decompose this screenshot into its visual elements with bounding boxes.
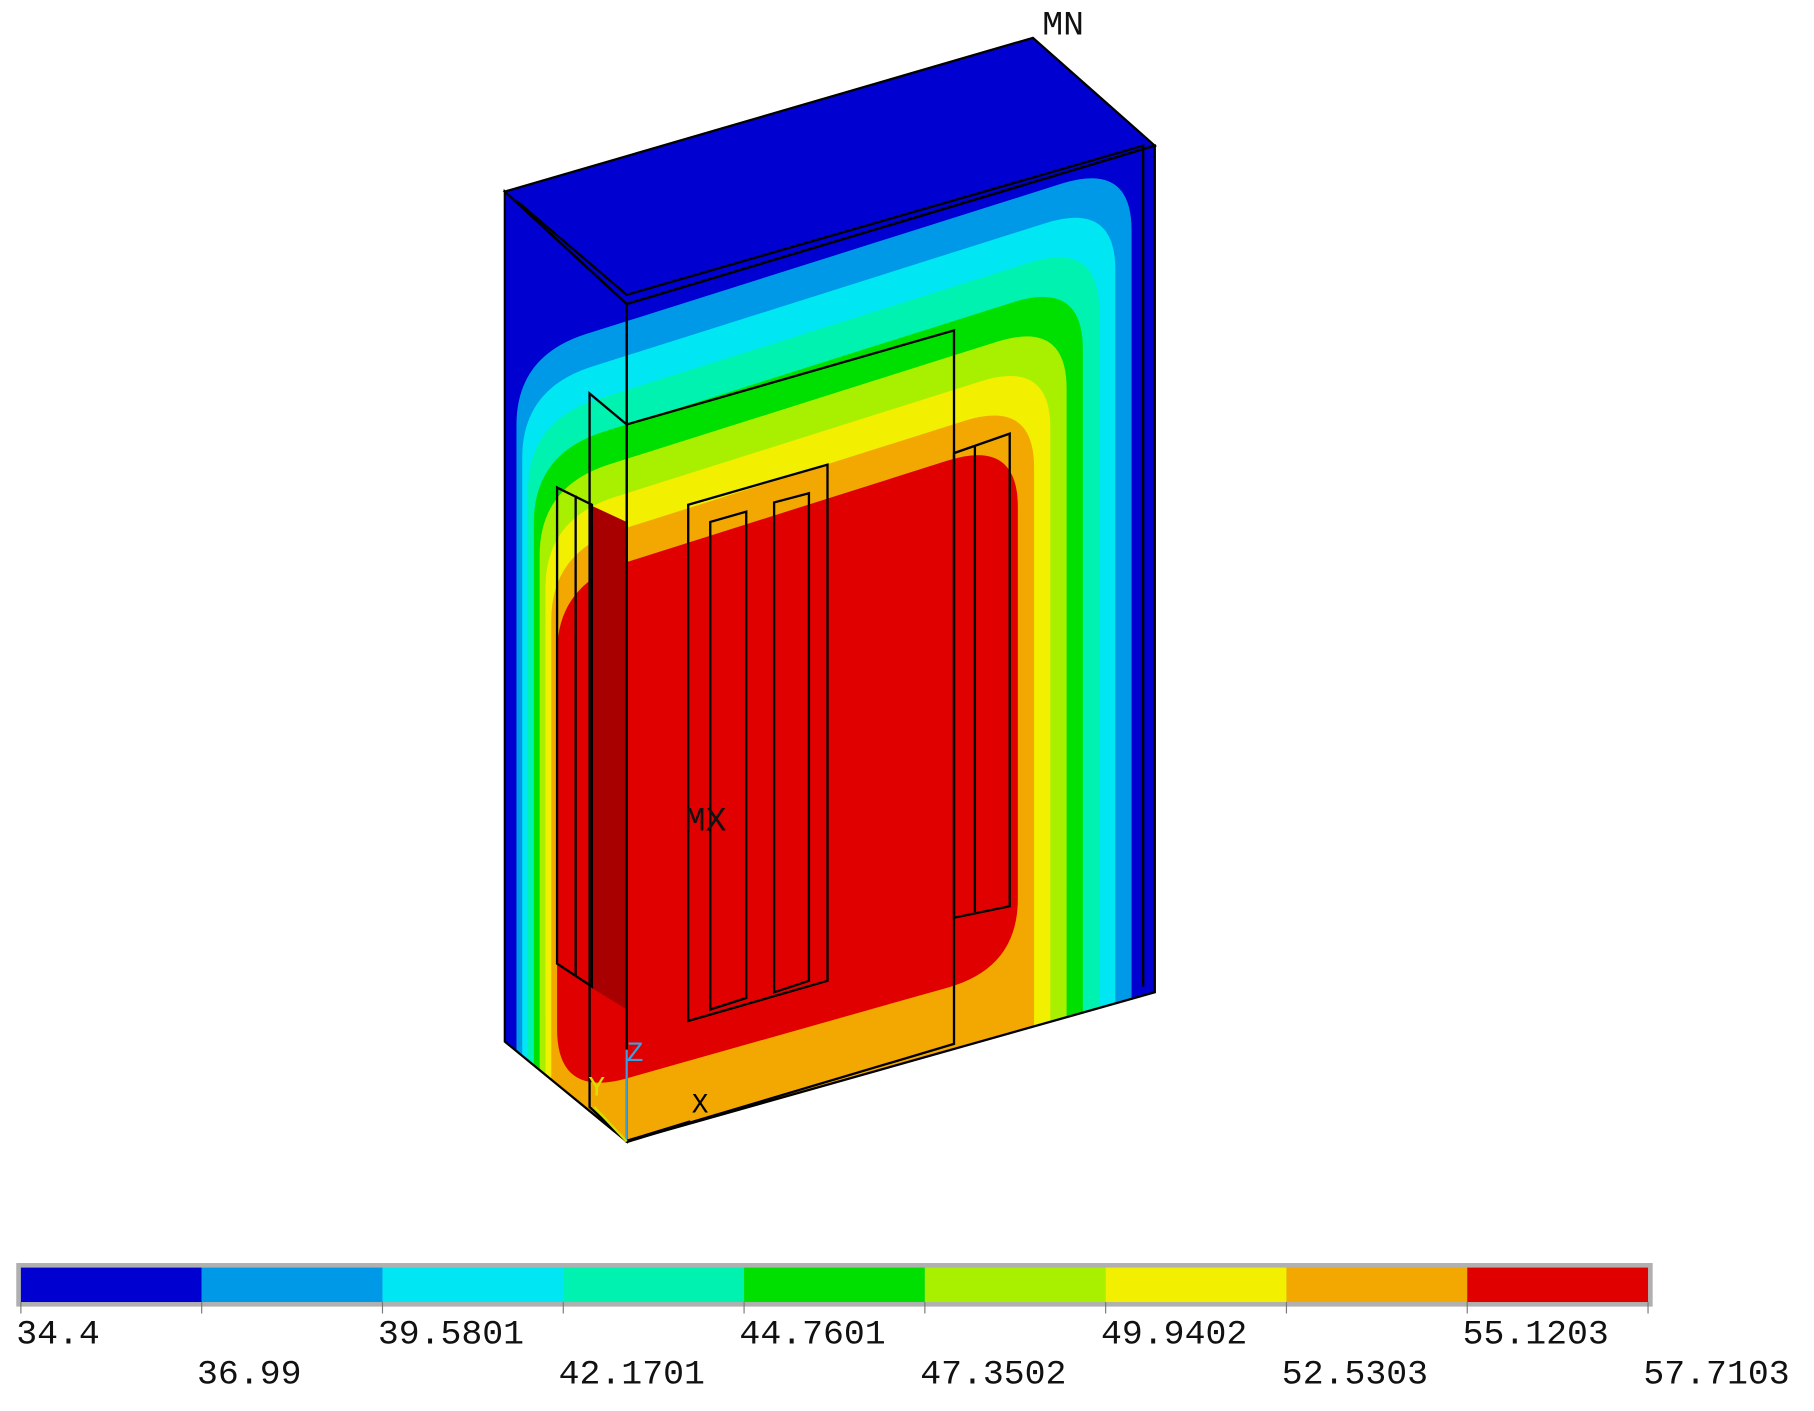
z-axis-label: Z: [627, 1039, 644, 1070]
legend-label: 34.4: [16, 1315, 100, 1354]
geometry-edges: [502, 36, 1158, 1144]
x-axis-label: X: [692, 1091, 709, 1122]
legend-swatch: [1105, 1267, 1287, 1303]
axis-triad: Z X Y: [588, 1039, 709, 1144]
legend-swatch: [744, 1267, 925, 1303]
legend: 34.4 36.99 39.5801 42.1701 44.7601 47.3502 49.…: [16, 1267, 1790, 1395]
legend-label: 57.7103: [1643, 1356, 1789, 1395]
legend-swatch: [20, 1267, 202, 1303]
legend-swatch: [1286, 1267, 1468, 1303]
legend-swatch: [924, 1267, 1106, 1303]
legend-label: 52.5303: [1282, 1356, 1428, 1395]
legend-label: 55.1203: [1463, 1315, 1609, 1354]
max-label: MX: [685, 803, 727, 842]
legend-label: 44.7601: [739, 1315, 885, 1354]
legend-swatch: [201, 1267, 383, 1303]
legend-label: 36.99: [197, 1356, 301, 1395]
legend-label: 47.3502: [920, 1356, 1066, 1395]
legend-label: 39.5801: [378, 1315, 524, 1354]
legend-swatch: [1467, 1267, 1649, 1303]
legend-label: 49.9402: [1101, 1315, 1247, 1354]
y-axis-label: Y: [588, 1074, 605, 1105]
legend-swatch: [382, 1267, 564, 1303]
legend-swatch: [563, 1267, 745, 1303]
contour-bands: [516, 178, 1132, 1142]
top-face: [504, 37, 1155, 304]
contour-band: [557, 455, 1018, 1083]
shaded-coil: [589, 504, 627, 1010]
min-label: MN: [1042, 7, 1084, 46]
legend-label: 42.1701: [559, 1356, 705, 1395]
